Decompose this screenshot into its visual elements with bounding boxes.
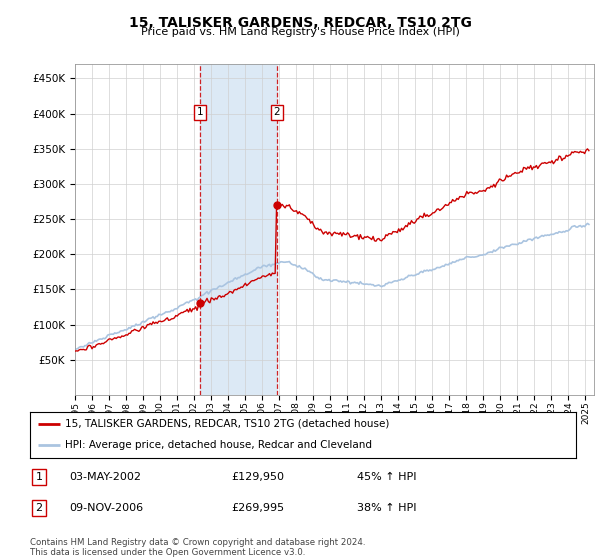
Text: 38% ↑ HPI: 38% ↑ HPI bbox=[357, 503, 416, 513]
Text: Price paid vs. HM Land Registry's House Price Index (HPI): Price paid vs. HM Land Registry's House … bbox=[140, 27, 460, 37]
Text: 2: 2 bbox=[35, 503, 43, 513]
Text: 1: 1 bbox=[197, 108, 203, 117]
Text: £269,995: £269,995 bbox=[231, 503, 284, 513]
Text: 15, TALISKER GARDENS, REDCAR, TS10 2TG: 15, TALISKER GARDENS, REDCAR, TS10 2TG bbox=[128, 16, 472, 30]
Text: 1: 1 bbox=[35, 472, 43, 482]
Text: £129,950: £129,950 bbox=[231, 472, 284, 482]
Bar bbox=[200, 64, 277, 395]
Text: Contains HM Land Registry data © Crown copyright and database right 2024.
This d: Contains HM Land Registry data © Crown c… bbox=[30, 538, 365, 557]
Text: HPI: Average price, detached house, Redcar and Cleveland: HPI: Average price, detached house, Redc… bbox=[65, 440, 373, 450]
Text: 45% ↑ HPI: 45% ↑ HPI bbox=[357, 472, 416, 482]
Text: 09-NOV-2006: 09-NOV-2006 bbox=[69, 503, 143, 513]
Text: 03-MAY-2002: 03-MAY-2002 bbox=[69, 472, 141, 482]
Text: 15, TALISKER GARDENS, REDCAR, TS10 2TG (detached house): 15, TALISKER GARDENS, REDCAR, TS10 2TG (… bbox=[65, 419, 390, 429]
Text: 2: 2 bbox=[274, 108, 280, 117]
